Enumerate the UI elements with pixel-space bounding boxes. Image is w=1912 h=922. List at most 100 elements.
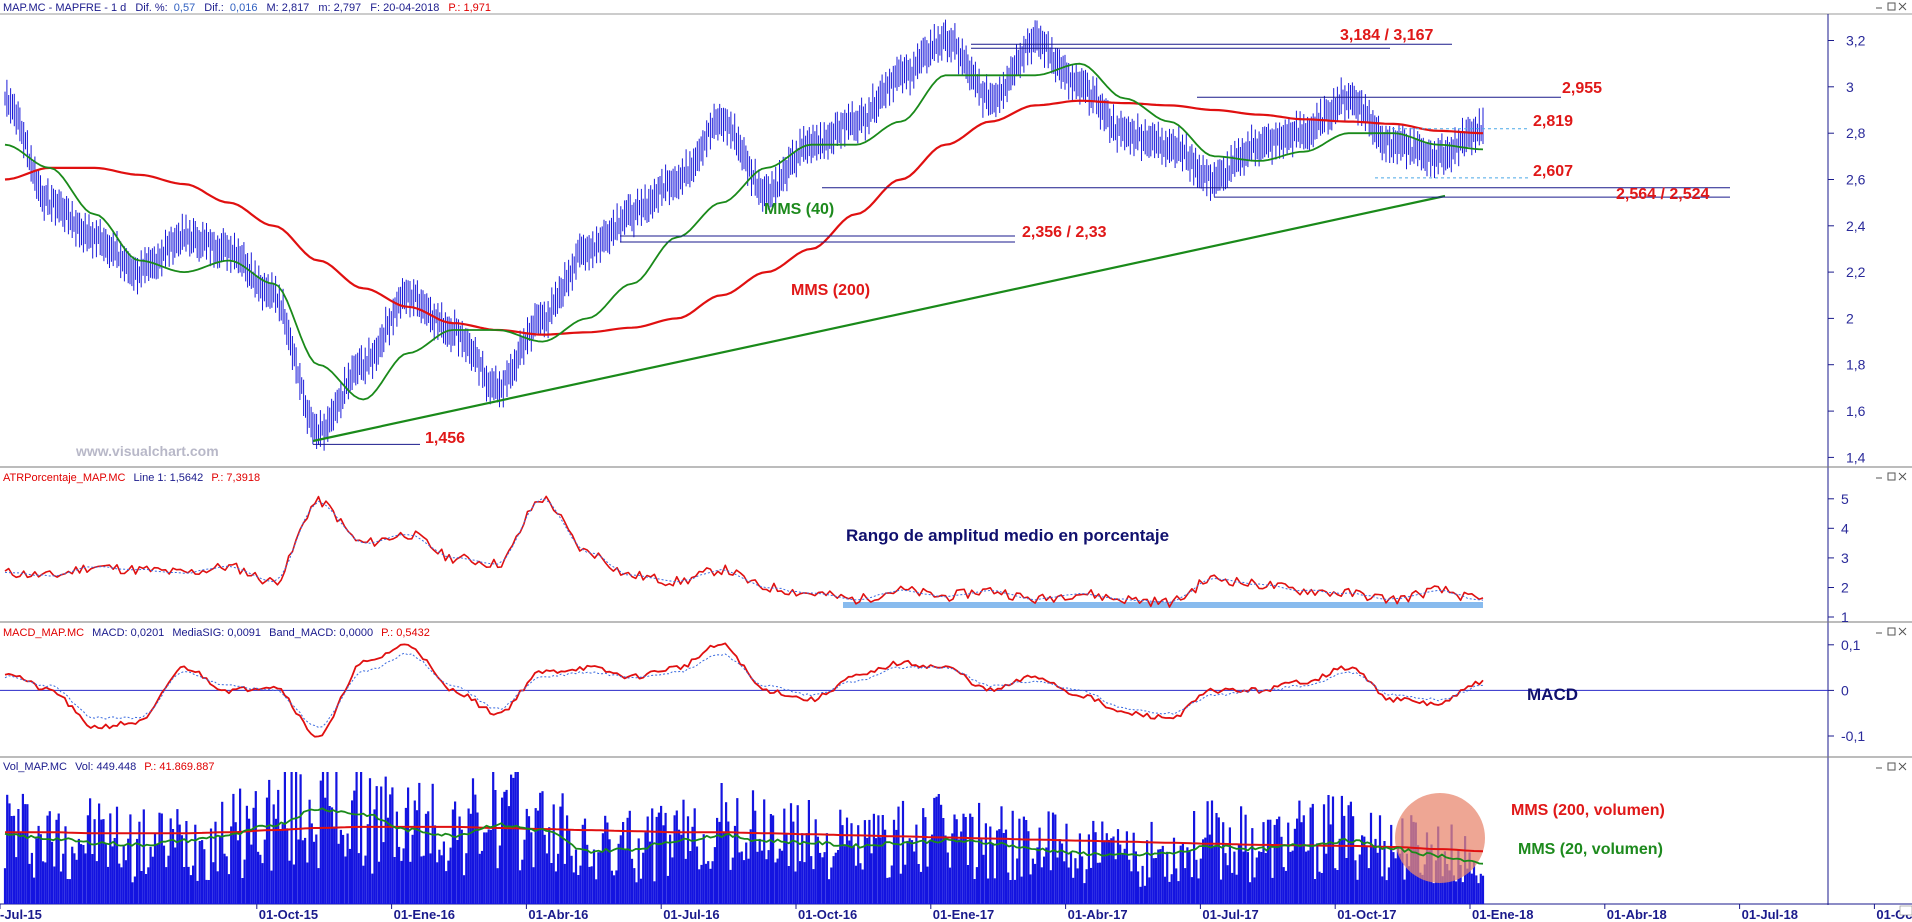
volume-bar bbox=[1085, 869, 1088, 904]
volume-bar bbox=[1103, 840, 1106, 904]
volume-bar bbox=[95, 861, 98, 904]
close-icon[interactable] bbox=[1898, 472, 1907, 481]
volume-bar bbox=[1240, 806, 1243, 904]
close-icon[interactable] bbox=[1898, 2, 1907, 11]
maximize-icon[interactable] bbox=[1887, 627, 1896, 636]
volume-bar bbox=[1022, 816, 1025, 904]
volume-bar bbox=[740, 851, 743, 904]
volume-bar bbox=[71, 846, 74, 904]
volume-bar bbox=[1013, 879, 1017, 904]
volume-bar bbox=[1233, 851, 1236, 904]
volume-bar bbox=[375, 786, 378, 904]
volume-bar bbox=[471, 778, 475, 904]
volume-bar bbox=[695, 846, 699, 904]
volume-bar bbox=[713, 847, 716, 904]
atr-panel bbox=[4, 495, 1484, 608]
volume-bar bbox=[698, 869, 701, 904]
volume-bar bbox=[259, 854, 262, 904]
window-controls-volume[interactable] bbox=[1876, 762, 1907, 771]
volume-bar bbox=[707, 861, 710, 904]
window-controls-macd[interactable] bbox=[1876, 627, 1907, 636]
volume-bar bbox=[1334, 868, 1337, 904]
volume-bar bbox=[62, 853, 65, 904]
volume-bar bbox=[221, 801, 224, 904]
volume-bar bbox=[702, 834, 705, 904]
volume-bar bbox=[828, 879, 831, 904]
maximize-icon[interactable] bbox=[1887, 2, 1896, 11]
volume-bar bbox=[1193, 811, 1196, 904]
volume-bar bbox=[523, 839, 526, 904]
volume-bar bbox=[1383, 841, 1386, 904]
volume-bar bbox=[507, 806, 510, 904]
volume-bar bbox=[1392, 852, 1395, 904]
volume-bar bbox=[1381, 876, 1384, 904]
volume-bar bbox=[830, 867, 833, 904]
vol-header: Vol_MAP.MC Vol: 449.448 P.: 41.869.887 bbox=[3, 761, 214, 773]
volume-bar bbox=[1195, 859, 1198, 904]
volume-bar bbox=[404, 807, 407, 904]
price-tick-label: 2 bbox=[1846, 310, 1854, 326]
volume-bar bbox=[1163, 876, 1167, 904]
volume-bar bbox=[736, 798, 739, 904]
volume-bar bbox=[630, 858, 634, 904]
maximize-icon[interactable] bbox=[1887, 762, 1896, 771]
volume-bar bbox=[1266, 819, 1270, 904]
volume-bar bbox=[861, 869, 864, 904]
x-tick-label: 01-Jul-18 bbox=[1742, 907, 1798, 922]
volume-bar bbox=[386, 817, 389, 904]
volume-bar bbox=[675, 810, 678, 904]
close-icon[interactable] bbox=[1898, 627, 1907, 636]
volume-bar bbox=[465, 853, 468, 904]
vol-mms200-line bbox=[5, 825, 1484, 853]
volume-bar bbox=[577, 875, 580, 904]
window-controls-atr[interactable] bbox=[1876, 472, 1907, 481]
volume-bar bbox=[270, 870, 273, 904]
volume-bar bbox=[1347, 805, 1350, 904]
volume-bar bbox=[928, 839, 931, 904]
volume-bar bbox=[527, 816, 531, 904]
volume-bar bbox=[59, 871, 63, 904]
volume-bar bbox=[510, 774, 513, 904]
volume-bar bbox=[100, 819, 103, 904]
volume-bar bbox=[89, 798, 92, 904]
vol-header-name: Vol_MAP.MC bbox=[3, 761, 67, 773]
volume-bar bbox=[1029, 874, 1032, 904]
volume-bar bbox=[26, 804, 29, 904]
volume-bar bbox=[272, 804, 275, 904]
volume-bar bbox=[463, 875, 466, 904]
volume-bar bbox=[223, 853, 226, 904]
volume-bar bbox=[1210, 800, 1214, 904]
zoom-badge[interactable] bbox=[1899, 905, 1912, 916]
volume-bar bbox=[503, 791, 506, 904]
volume-bar bbox=[554, 871, 557, 904]
volume-bar bbox=[550, 863, 553, 904]
volume-bar bbox=[895, 829, 898, 904]
maximize-icon[interactable] bbox=[1887, 472, 1896, 481]
volume-bar bbox=[619, 835, 622, 904]
volume-bar bbox=[1405, 853, 1408, 904]
x-tick-label: 01-Oct-16 bbox=[798, 907, 857, 922]
volume-bar bbox=[1273, 824, 1276, 904]
volume-bar bbox=[1002, 833, 1005, 904]
volume-bar bbox=[1275, 819, 1279, 904]
volume-bar bbox=[1137, 871, 1140, 904]
window-controls-price[interactable] bbox=[1876, 2, 1907, 11]
close-icon[interactable] bbox=[1898, 762, 1907, 771]
volume-bar bbox=[669, 834, 672, 904]
volume-bar bbox=[277, 789, 280, 904]
volume-bar bbox=[919, 871, 922, 904]
mms40-line bbox=[4, 62, 1484, 401]
macd-line bbox=[4, 642, 1484, 738]
volume-bar bbox=[308, 799, 311, 904]
volume-bar bbox=[962, 813, 965, 904]
volume-bar bbox=[402, 848, 405, 904]
volume-bar bbox=[424, 813, 428, 904]
volume-bar bbox=[581, 824, 584, 904]
volume-bar bbox=[104, 843, 107, 904]
volume-bar bbox=[234, 822, 237, 904]
volume-bar bbox=[1246, 852, 1249, 904]
volume-bar bbox=[904, 864, 907, 904]
volume-bar bbox=[1322, 804, 1326, 904]
vol-header-vol: Vol: 449.448 bbox=[75, 761, 136, 773]
header-min: m: 2,797 bbox=[318, 2, 361, 14]
